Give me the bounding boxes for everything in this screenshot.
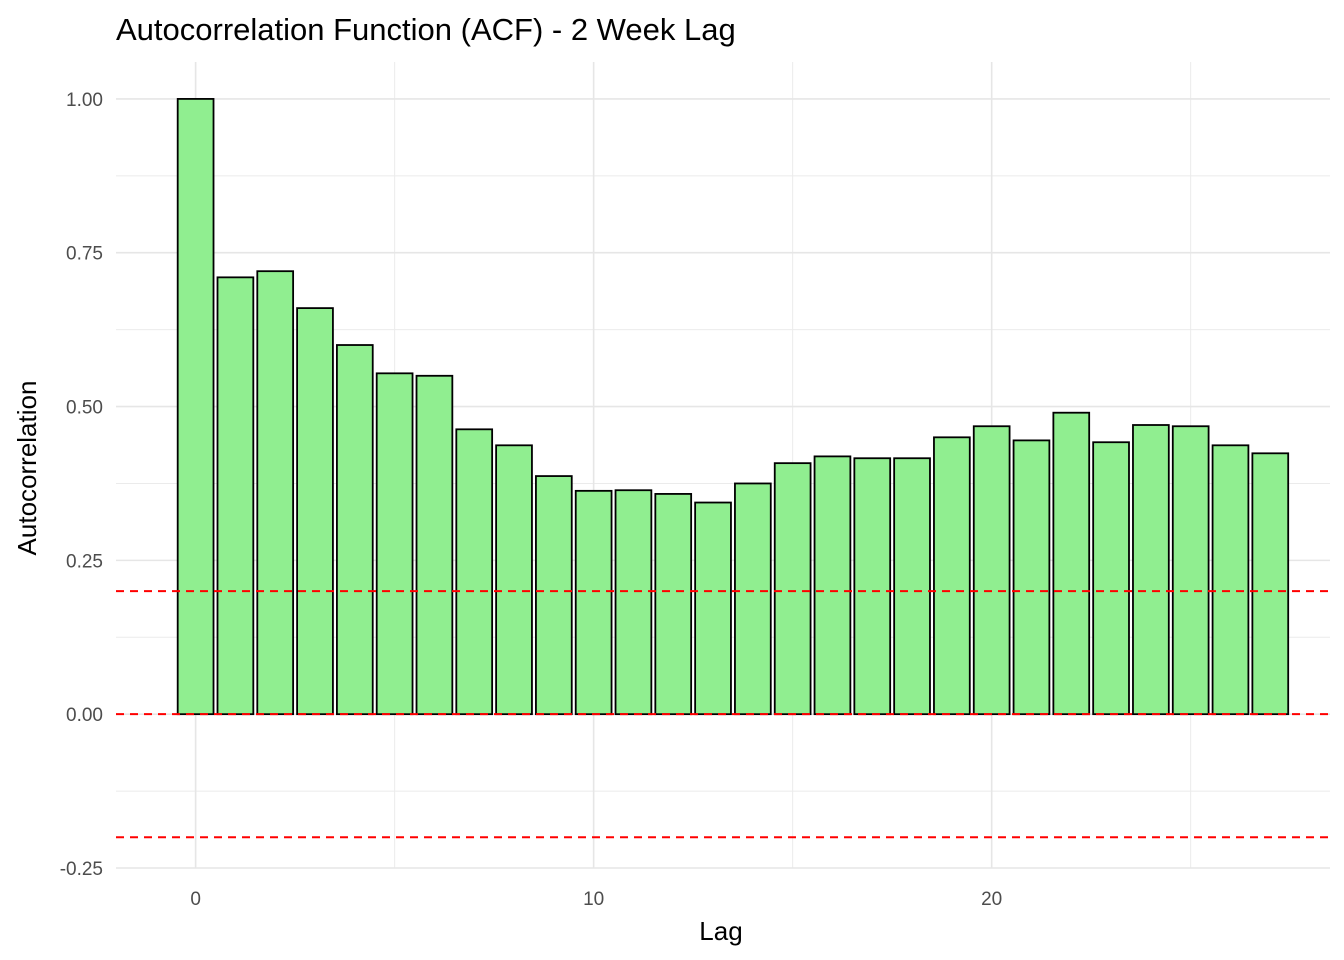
acf-bar-lag-12	[654, 493, 693, 716]
acf-bar-lag-27	[1251, 452, 1290, 716]
chart-title: Autocorrelation Function (ACF) - 2 Week …	[116, 12, 736, 47]
acf-bar-lag-3	[296, 307, 334, 716]
y-axis-ticks: 1.00 0.75 0.50 0.25 0.00 -0.25	[60, 90, 103, 880]
y-tick-label: 0.00	[66, 705, 103, 726]
reference-lines	[116, 590, 1330, 839]
acf-bar-lag-11	[614, 489, 653, 716]
y-tick-label: 0.75	[66, 244, 103, 265]
acf-bar-lag-19	[933, 436, 971, 716]
acf-bar-lag-23	[1092, 441, 1130, 716]
acf-bar-lag-6	[415, 374, 454, 716]
acf-bar-lag-4	[336, 344, 374, 716]
y-tick-label: 0.25	[66, 551, 103, 572]
bars	[176, 98, 1290, 716]
x-axis-title: Lag	[699, 916, 742, 946]
y-tick-label: 1.00	[66, 90, 103, 111]
acf-bar-lag-0	[176, 98, 215, 716]
x-tick-label: 10	[583, 889, 604, 910]
acf-bar-lag-16	[813, 455, 852, 716]
acf-bar-lag-15	[773, 462, 812, 716]
y-tick-label: 0.50	[66, 398, 103, 419]
y-axis-title: Autocorrelation	[12, 381, 42, 556]
x-tick-label: 20	[981, 889, 1002, 910]
acf-bar-lag-26	[1211, 444, 1250, 716]
acf-bar-lag-17	[853, 457, 892, 716]
acf-bar-lag-8	[495, 444, 533, 716]
acf-bar-lag-21	[1012, 439, 1051, 716]
acf-bar-lag-13	[694, 501, 732, 716]
acf-bar-lag-9	[535, 475, 573, 716]
acf-bar-lag-22	[1052, 411, 1091, 716]
x-axis-ticks: 0 10 20	[190, 889, 1002, 910]
acf-bar-lag-2	[256, 270, 295, 716]
acf-bar-lag-5	[375, 372, 414, 716]
acf-bar-lag-18	[893, 457, 931, 716]
acf-bar-lag-25	[1171, 425, 1210, 716]
x-tick-label: 0	[190, 889, 201, 910]
acf-bar-lag-1	[216, 276, 255, 716]
acf-bar-lag-14	[734, 482, 772, 716]
acf-bar-lag-7	[455, 428, 494, 716]
acf-bar-lag-24	[1132, 424, 1170, 716]
acf-bar-lag-10	[574, 489, 613, 716]
acf-bar-lag-20	[972, 425, 1011, 716]
y-tick-label: -0.25	[60, 859, 103, 880]
